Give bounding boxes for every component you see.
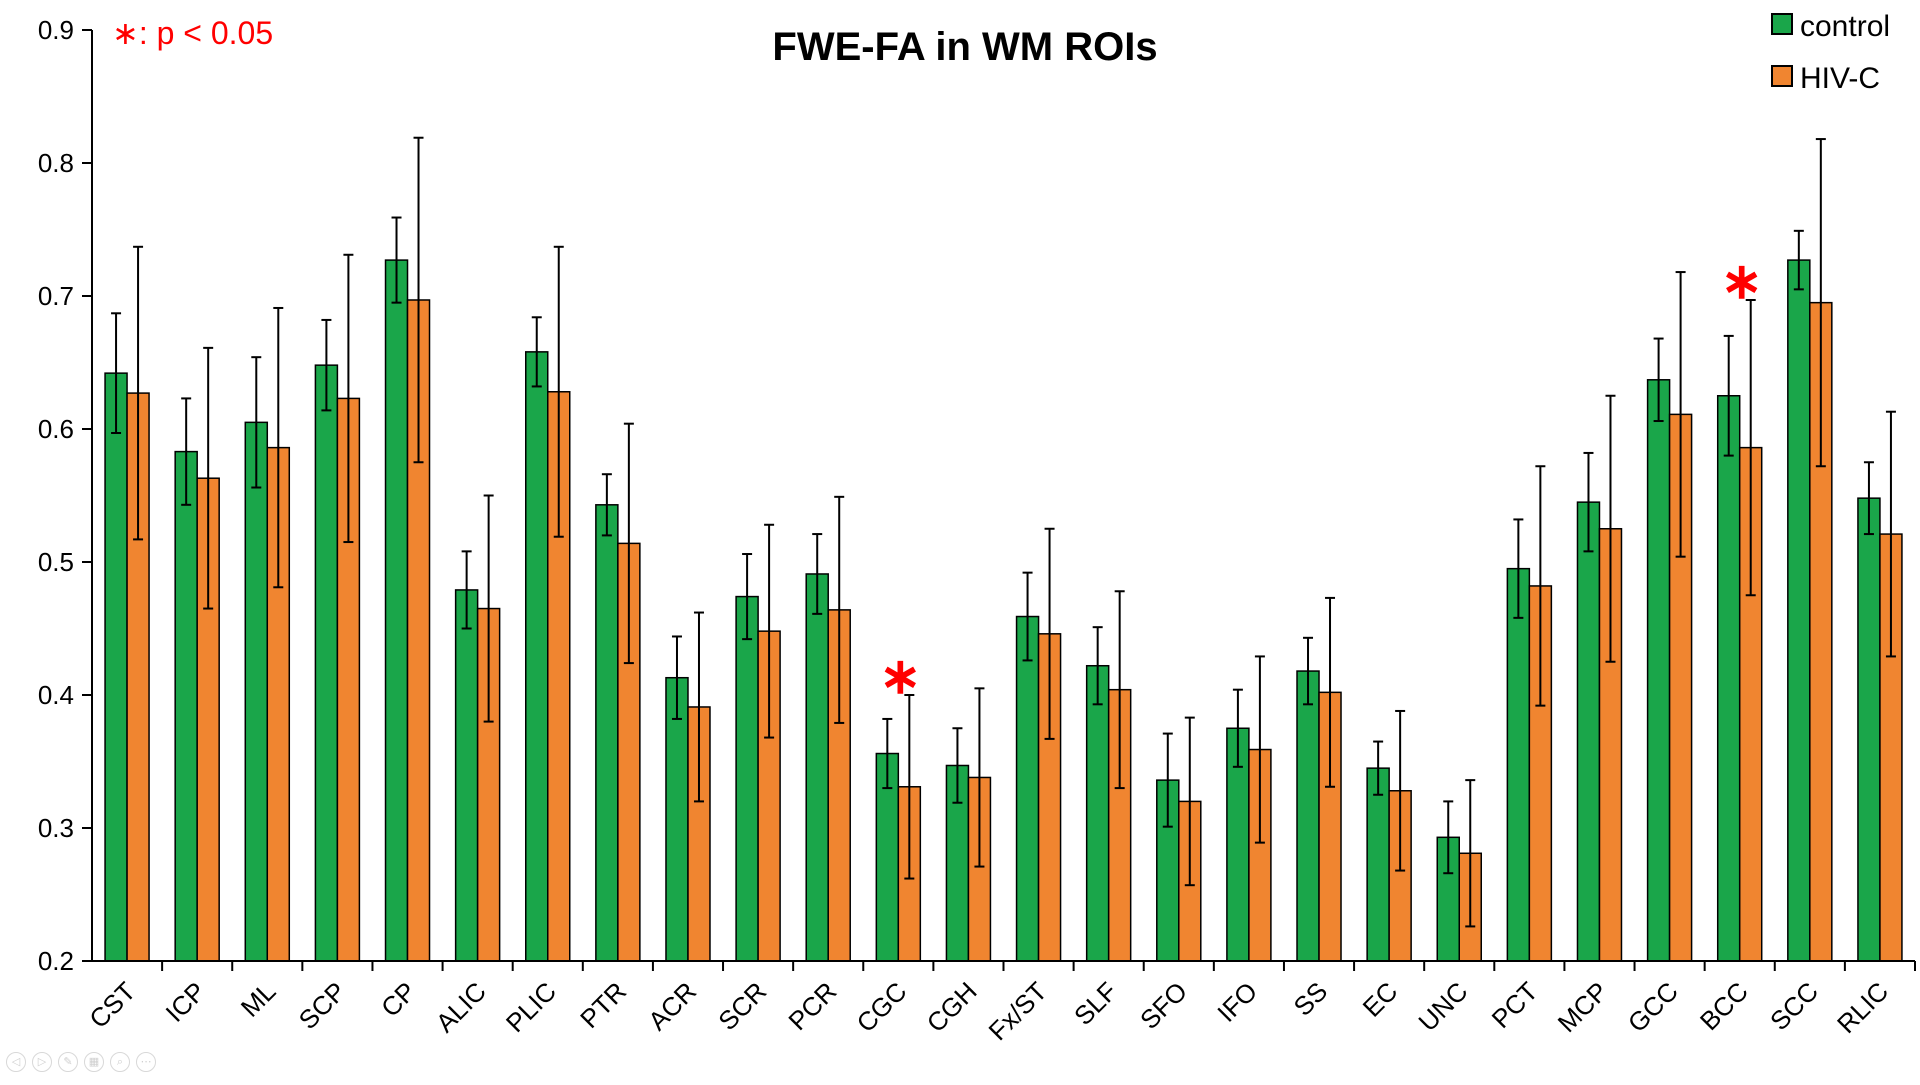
bar-control-scc — [1787, 259, 1811, 962]
x-tick-label-cgh: CGH — [921, 976, 983, 1038]
x-tick-label-rlic: RLIC — [1831, 976, 1894, 1039]
x-tick-labels: CST ICP ML SCP CP ALIC PLIC PTR ACR SCR PCR CGC CGH F… — [83, 976, 1894, 1046]
y-tick-label: 0.6 — [38, 414, 74, 444]
bar-control-alic — [454, 589, 479, 962]
x-tick-label-alic: ALIC — [430, 976, 492, 1038]
bar-control-rlic — [1857, 497, 1881, 962]
x-tick-label-scp: SCP — [293, 976, 352, 1035]
legend-item-control: control — [1771, 10, 1890, 43]
y-tick-label: 0.7 — [38, 281, 74, 311]
significance-star-cgc: ∗ — [879, 648, 921, 704]
bar-control-cst — [104, 372, 128, 962]
x-tick-label-unc: UNC — [1412, 976, 1473, 1037]
bar-control-ss — [1296, 670, 1320, 962]
x-tick-label-cgc: CGC — [850, 976, 912, 1038]
bar-control-ec — [1366, 767, 1390, 962]
y-tick-label: 0.4 — [38, 680, 74, 710]
x-tick-label-pcr: PCR — [782, 976, 842, 1036]
y-tick-label: 0.2 — [38, 946, 74, 976]
significance-markers: ∗∗ — [879, 253, 1762, 704]
bar-control-gcc — [1646, 379, 1671, 962]
y-tick-label: 0.3 — [38, 813, 74, 843]
bar-control-bcc — [1716, 395, 1741, 962]
error-bars-layer — [111, 136, 1896, 928]
x-tick-label-pct: PCT — [1486, 976, 1544, 1034]
bar-control-plic — [525, 351, 549, 962]
zoom-icon[interactable]: ⌕ — [110, 1052, 130, 1072]
bar-control-scr — [735, 595, 759, 962]
legend-swatch-control — [1771, 13, 1793, 35]
x-tick-label-bcc: BCC — [1694, 976, 1754, 1036]
x-tick-label-ec: EC — [1357, 976, 1404, 1023]
x-tick-label-mcp: MCP — [1552, 976, 1614, 1038]
legend-label-hiv-c: HIV-C — [1800, 62, 1880, 95]
x-tick-label-sfo: SFO — [1134, 976, 1193, 1035]
y-tick-labels: 0.2 0.3 0.4 0.5 0.6 0.7 0.8 0.9 — [38, 15, 74, 976]
x-tick-label-plic: PLIC — [500, 976, 562, 1038]
legend-label-control: control — [1800, 10, 1890, 43]
bar-control-slf — [1085, 664, 1110, 962]
bar-control-mcp — [1576, 501, 1601, 962]
next-slide-icon[interactable]: ▷ — [32, 1052, 52, 1072]
more-options-icon[interactable]: ⋯ — [136, 1052, 156, 1072]
x-tick-label-gcc: GCC — [1622, 976, 1684, 1038]
legend-item-hiv-c: HIV-C — [1771, 62, 1880, 95]
x-tick-label-scc: SCC — [1764, 976, 1824, 1036]
pen-icon[interactable]: ✎ — [58, 1052, 78, 1072]
x-tick-label-ss: SS — [1288, 976, 1334, 1022]
x-tick-label-slf: SLF — [1068, 976, 1123, 1031]
bar-control-scp — [314, 364, 339, 962]
x-tick-label-cp: CP — [375, 976, 422, 1023]
bar-control-pcr — [805, 573, 829, 962]
prev-slide-icon[interactable]: ◁ — [6, 1052, 26, 1072]
bar-control-acr — [665, 676, 689, 962]
slide-nav-toolbar: ◁ ▷ ✎ ▦ ⌕ ⋯ — [6, 1052, 156, 1072]
bar-control-ptr — [595, 504, 619, 962]
bar-control-cp — [384, 259, 409, 962]
bar-control-ml — [244, 421, 269, 962]
axes — [82, 29, 1916, 971]
x-tick-label-cst: CST — [83, 976, 141, 1034]
x-tick-label-ptr: PTR — [574, 976, 632, 1034]
x-tick-label-ml: ML — [235, 976, 282, 1023]
y-tick-label: 0.5 — [38, 547, 74, 577]
x-tick-label-scr: SCR — [712, 976, 772, 1036]
bar-control-pct — [1506, 567, 1531, 962]
x-tick-label-fx-st: Fx/ST — [983, 976, 1053, 1046]
x-tick-label-ifo: IFO — [1211, 976, 1263, 1028]
y-tick-label: 0.8 — [38, 148, 74, 178]
significance-note: ∗: p < 0.05 — [112, 15, 273, 51]
y-tick-label: 0.9 — [38, 15, 74, 45]
bar-control-fx-st — [1015, 615, 1040, 962]
x-tick-label-icp: ICP — [160, 976, 212, 1028]
legend: control HIV-C — [1771, 10, 1890, 95]
bar-control-icp — [174, 450, 198, 962]
legend-swatch-hiv-c — [1771, 65, 1793, 87]
slides-grid-icon[interactable]: ▦ — [84, 1052, 104, 1072]
significance-star-bcc: ∗ — [1721, 253, 1763, 309]
bars-layer — [104, 259, 1903, 962]
x-tick-label-acr: ACR — [642, 976, 702, 1036]
chart-title: FWE-FA in WM ROIs — [772, 25, 1157, 69]
